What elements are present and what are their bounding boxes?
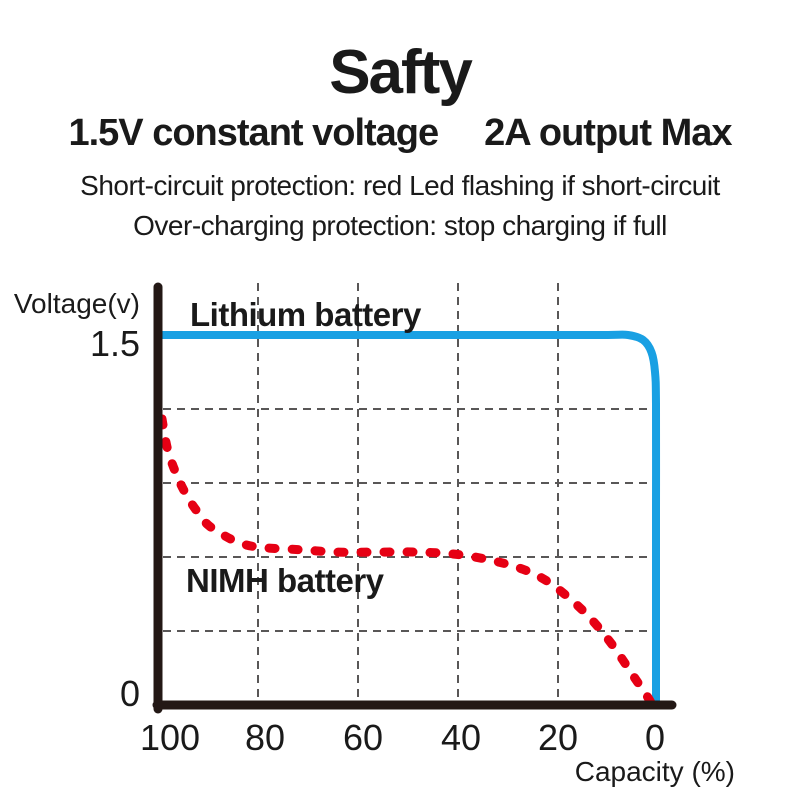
lithium-curve bbox=[157, 330, 661, 707]
page-title: Safty bbox=[329, 38, 473, 107]
x-tick-100: 100 bbox=[140, 717, 200, 758]
y-tick-1-5: 1.5 bbox=[90, 323, 140, 364]
lithium-series-label: Lithium battery bbox=[190, 296, 422, 333]
nimh-series-label: NIMH battery bbox=[186, 562, 385, 599]
over-charging-note: Over-charging protection: stop charging … bbox=[133, 210, 667, 241]
short-circuit-note: Short-circuit protection: red Led flashi… bbox=[80, 170, 720, 201]
x-tick-20: 20 bbox=[538, 717, 578, 758]
nimh-curve bbox=[157, 414, 657, 710]
subtitle-row: 1.5V constant voltage 2A output Max bbox=[0, 114, 800, 152]
subtitle-output-max: 2A output Max bbox=[484, 112, 732, 154]
x-tick-40: 40 bbox=[441, 717, 481, 758]
grid-lines bbox=[163, 283, 656, 703]
y-tick-0: 0 bbox=[120, 673, 140, 714]
subtitle-constant-voltage: 1.5V constant voltage bbox=[68, 112, 439, 154]
x-tick-60: 60 bbox=[343, 717, 383, 758]
x-tick-80: 80 bbox=[245, 717, 285, 758]
y-axis-title: Voltage(v) bbox=[14, 288, 140, 319]
discharge-chart: Voltage(v) Capacity (%) 1.5 0 100 80 60 … bbox=[14, 282, 735, 787]
x-axis-title: Capacity (%) bbox=[575, 756, 735, 787]
x-tick-0: 0 bbox=[645, 717, 665, 758]
